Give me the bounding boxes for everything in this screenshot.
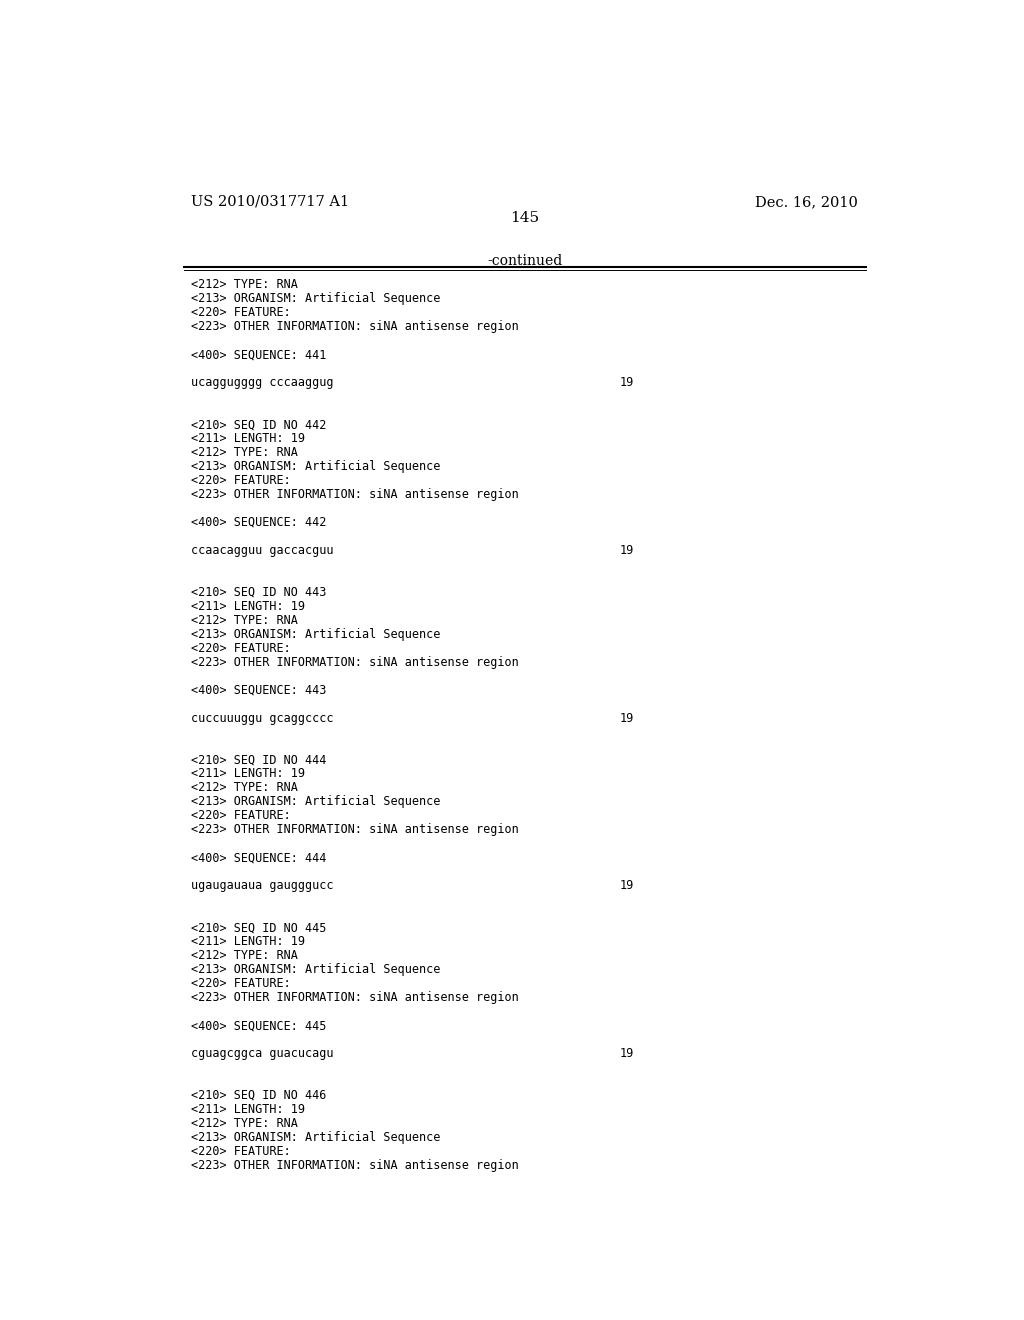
Text: <213> ORGANISM: Artificial Sequence: <213> ORGANISM: Artificial Sequence [191,459,441,473]
Text: <220> FEATURE:: <220> FEATURE: [191,977,291,990]
Text: 19: 19 [620,711,634,725]
Text: US 2010/0317717 A1: US 2010/0317717 A1 [191,195,349,209]
Text: <211> LENGTH: 19: <211> LENGTH: 19 [191,1104,305,1115]
Text: <220> FEATURE:: <220> FEATURE: [191,809,291,822]
Text: <400> SEQUENCE: 442: <400> SEQUENCE: 442 [191,516,327,529]
Text: <211> LENGTH: 19: <211> LENGTH: 19 [191,599,305,612]
Text: <212> TYPE: RNA: <212> TYPE: RNA [191,1117,298,1130]
Text: <213> ORGANISM: Artificial Sequence: <213> ORGANISM: Artificial Sequence [191,628,441,640]
Text: <210> SEQ ID NO 444: <210> SEQ ID NO 444 [191,754,327,767]
Text: ugaugauaua gaugggucc: ugaugauaua gaugggucc [191,879,334,892]
Text: <212> TYPE: RNA: <212> TYPE: RNA [191,279,298,292]
Text: <212> TYPE: RNA: <212> TYPE: RNA [191,614,298,627]
Text: <210> SEQ ID NO 445: <210> SEQ ID NO 445 [191,921,327,935]
Text: <211> LENGTH: 19: <211> LENGTH: 19 [191,432,305,445]
Text: <220> FEATURE:: <220> FEATURE: [191,1144,291,1158]
Text: <220> FEATURE:: <220> FEATURE: [191,474,291,487]
Text: <210> SEQ ID NO 446: <210> SEQ ID NO 446 [191,1089,327,1102]
Text: <210> SEQ ID NO 443: <210> SEQ ID NO 443 [191,586,327,599]
Text: <211> LENGTH: 19: <211> LENGTH: 19 [191,767,305,780]
Text: <223> OTHER INFORMATION: siNA antisense region: <223> OTHER INFORMATION: siNA antisense … [191,488,519,502]
Text: <223> OTHER INFORMATION: siNA antisense region: <223> OTHER INFORMATION: siNA antisense … [191,1159,519,1172]
Text: Dec. 16, 2010: Dec. 16, 2010 [756,195,858,209]
Text: <213> ORGANISM: Artificial Sequence: <213> ORGANISM: Artificial Sequence [191,964,441,975]
Text: 19: 19 [620,879,634,892]
Text: <213> ORGANISM: Artificial Sequence: <213> ORGANISM: Artificial Sequence [191,292,441,305]
Text: <212> TYPE: RNA: <212> TYPE: RNA [191,949,298,962]
Text: <400> SEQUENCE: 443: <400> SEQUENCE: 443 [191,684,327,697]
Text: <211> LENGTH: 19: <211> LENGTH: 19 [191,935,305,948]
Text: cuccuuuggu gcaggcccc: cuccuuuggu gcaggcccc [191,711,334,725]
Text: <400> SEQUENCE: 441: <400> SEQUENCE: 441 [191,348,327,362]
Text: <213> ORGANISM: Artificial Sequence: <213> ORGANISM: Artificial Sequence [191,796,441,808]
Text: ucaggugggg cccaaggug: ucaggugggg cccaaggug [191,376,334,389]
Text: <220> FEATURE:: <220> FEATURE: [191,642,291,655]
Text: <400> SEQUENCE: 444: <400> SEQUENCE: 444 [191,851,327,865]
Text: <220> FEATURE:: <220> FEATURE: [191,306,291,319]
Text: <223> OTHER INFORMATION: siNA antisense region: <223> OTHER INFORMATION: siNA antisense … [191,991,519,1005]
Text: <400> SEQUENCE: 445: <400> SEQUENCE: 445 [191,1019,327,1032]
Text: <212> TYPE: RNA: <212> TYPE: RNA [191,446,298,459]
Text: 19: 19 [620,376,634,389]
Text: 19: 19 [620,1047,634,1060]
Text: <223> OTHER INFORMATION: siNA antisense region: <223> OTHER INFORMATION: siNA antisense … [191,824,519,837]
Text: <223> OTHER INFORMATION: siNA antisense region: <223> OTHER INFORMATION: siNA antisense … [191,321,519,333]
Text: <212> TYPE: RNA: <212> TYPE: RNA [191,781,298,795]
Text: 145: 145 [510,211,540,226]
Text: cguagcggca guacucagu: cguagcggca guacucagu [191,1047,334,1060]
Text: ccaacagguu gaccacguu: ccaacagguu gaccacguu [191,544,334,557]
Text: <223> OTHER INFORMATION: siNA antisense region: <223> OTHER INFORMATION: siNA antisense … [191,656,519,669]
Text: <210> SEQ ID NO 442: <210> SEQ ID NO 442 [191,418,327,432]
Text: 19: 19 [620,544,634,557]
Text: <213> ORGANISM: Artificial Sequence: <213> ORGANISM: Artificial Sequence [191,1131,441,1144]
Text: -continued: -continued [487,253,562,268]
